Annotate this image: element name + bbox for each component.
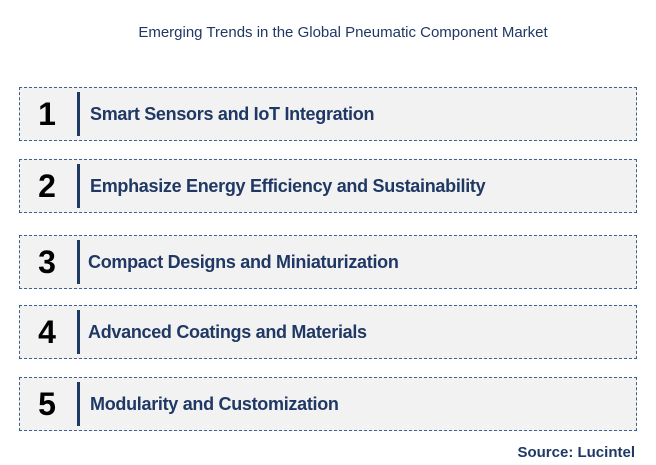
trend-item-4: 4 Advanced Coatings and Materials [19, 305, 637, 359]
trend-number: 1 [38, 95, 56, 132]
divider-bar [77, 240, 80, 284]
trend-item-1: 1 Smart Sensors and IoT Integration [19, 87, 637, 141]
trend-number: 2 [38, 167, 56, 204]
divider-bar [77, 92, 80, 136]
trend-label: Advanced Coatings and Materials [88, 321, 367, 342]
trend-item-3: 3 Compact Designs and Miniaturization [19, 235, 637, 289]
divider-bar [77, 164, 80, 208]
trend-label: Compact Designs and Miniaturization [88, 251, 399, 272]
trend-label: Smart Sensors and IoT Integration [90, 103, 375, 124]
trend-number: 3 [38, 243, 56, 280]
trend-number: 4 [38, 313, 56, 350]
trend-label: Modularity and Customization [90, 393, 339, 414]
source-credit: Source: Lucintel [517, 444, 635, 461]
diagram-title: Emerging Trends in the Global Pneumatic … [138, 24, 548, 41]
trend-label: Emphasize Energy Efficiency and Sustaina… [90, 175, 486, 196]
divider-bar [77, 310, 80, 354]
trend-item-2: 2 Emphasize Energy Efficiency and Sustai… [19, 159, 637, 213]
trend-number: 5 [38, 385, 56, 422]
trend-item-5: 5 Modularity and Customization [19, 377, 637, 431]
divider-bar [77, 382, 80, 426]
